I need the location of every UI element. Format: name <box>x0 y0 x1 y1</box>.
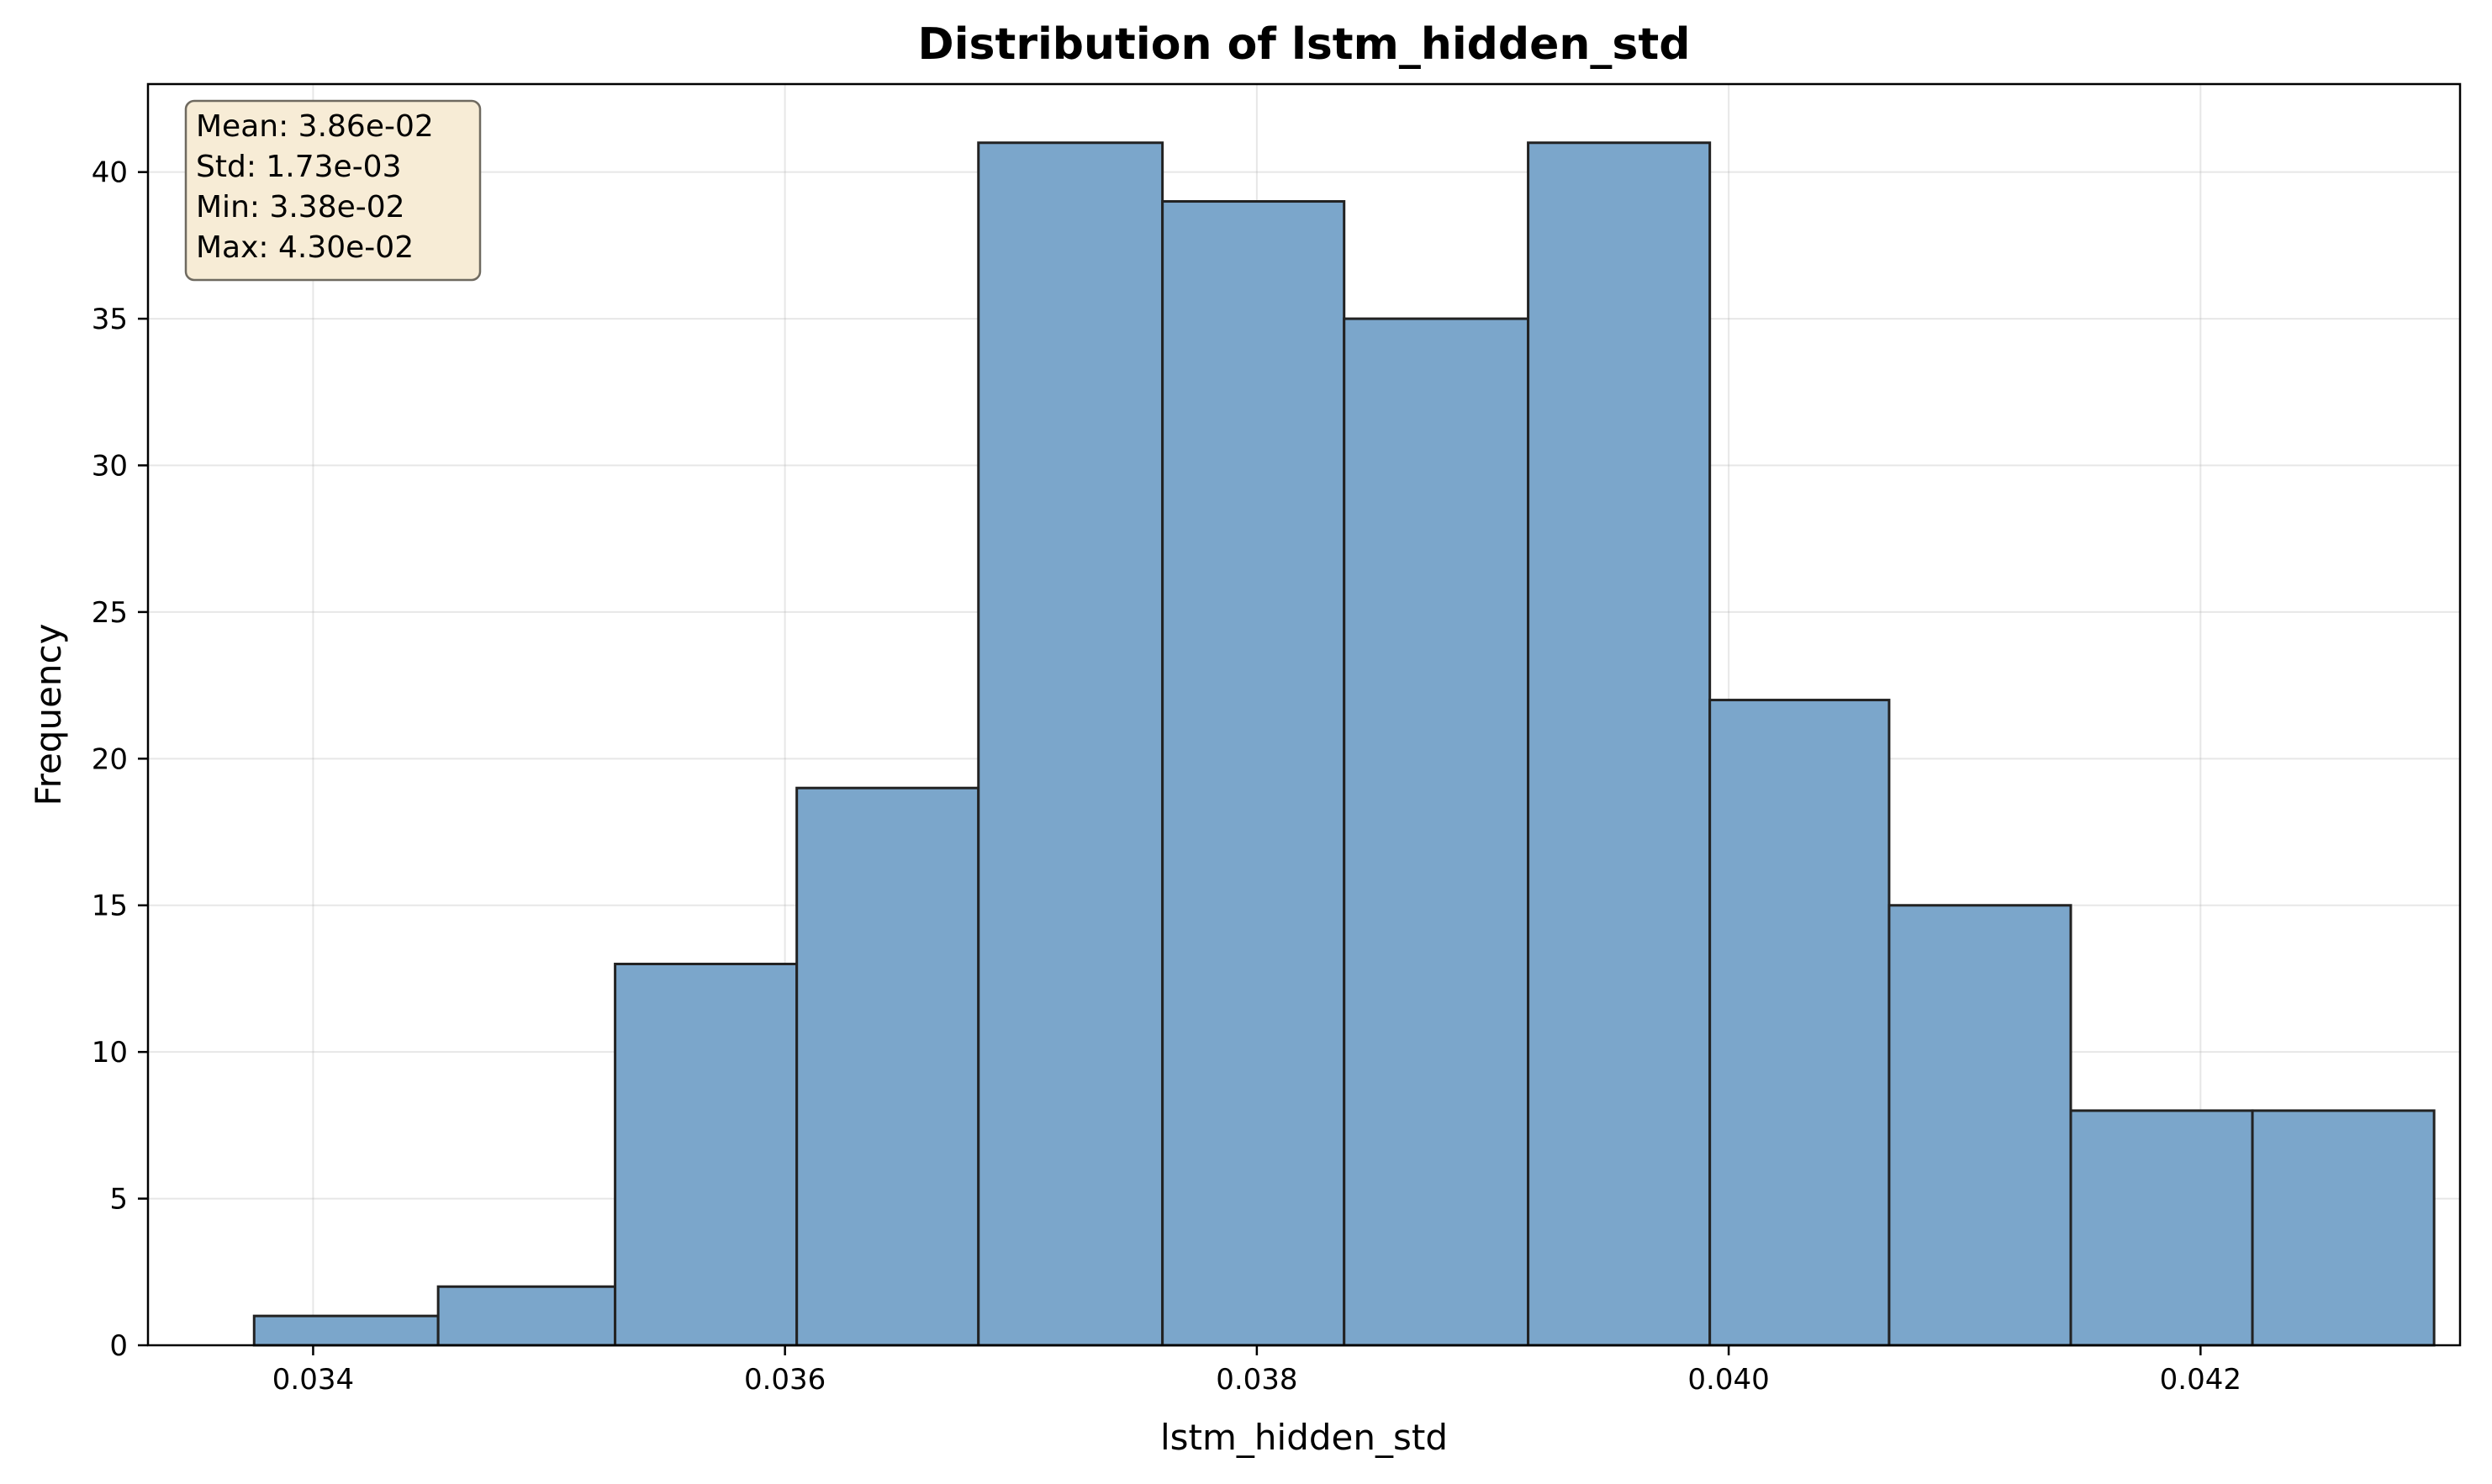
stats-std: Std: 1.73e-03 <box>196 150 402 184</box>
histogram-bar <box>977 141 1164 1347</box>
histogram-bar <box>1343 317 1530 1347</box>
histogram-bar <box>2251 1109 2436 1347</box>
histogram-bar <box>1887 904 2072 1347</box>
histogram-bar <box>252 1314 440 1347</box>
histogram-bar <box>436 1285 617 1347</box>
histogram-bar <box>2069 1109 2254 1347</box>
plot-area-frame <box>146 82 2462 1347</box>
stats-mean: Mean: 3.86e-02 <box>196 109 434 144</box>
x-tick-label: 0.038 <box>1216 1363 1297 1397</box>
x-tick-label: 0.042 <box>2160 1363 2241 1397</box>
histogram-bar <box>614 963 799 1347</box>
x-tick-label: 0.040 <box>1687 1363 1769 1397</box>
stats-box-background <box>184 99 482 282</box>
stats-box: Mean: 3.86e-02 Std: 1.73e-03 Min: 3.38e-… <box>184 99 482 282</box>
histogram-bar <box>1161 200 1346 1347</box>
histogram-bar <box>795 786 980 1347</box>
y-tick-label: 30 <box>92 449 128 483</box>
y-axis-label: Frequency <box>28 624 69 806</box>
y-tick-label: 40 <box>92 156 128 190</box>
y-tick-label: 10 <box>92 1036 128 1069</box>
x-axis-label: lstm_hidden_std <box>1160 1417 1448 1458</box>
histogram-bar <box>1708 699 1891 1347</box>
stats-min: Min: 3.38e-02 <box>196 190 405 224</box>
y-tick-label: 15 <box>92 890 128 923</box>
x-tick-label: 0.036 <box>744 1363 826 1397</box>
x-axis-ticks: 0.034 0.036 0.038 0.040 0.042 <box>272 1345 2241 1397</box>
histogram-bars <box>252 141 2436 1347</box>
histogram-bar <box>1527 141 1712 1347</box>
y-tick-label: 35 <box>92 303 128 336</box>
stats-max: Max: 4.30e-02 <box>196 230 414 265</box>
y-tick-label: 0 <box>109 1329 128 1363</box>
y-tick-label: 5 <box>109 1183 128 1217</box>
x-tick-label: 0.034 <box>272 1363 354 1397</box>
chart-title: Distribution of lstm_hidden_std <box>918 19 1691 70</box>
y-tick-label: 20 <box>92 742 128 776</box>
y-tick-label: 25 <box>92 596 128 630</box>
y-axis-ticks: 0 5 10 15 20 25 30 35 40 <box>92 156 148 1363</box>
